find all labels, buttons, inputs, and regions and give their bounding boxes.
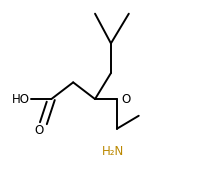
Text: HO: HO bbox=[11, 93, 29, 106]
Text: O: O bbox=[35, 124, 44, 137]
Text: O: O bbox=[121, 93, 131, 106]
Text: H₂N: H₂N bbox=[102, 145, 124, 158]
